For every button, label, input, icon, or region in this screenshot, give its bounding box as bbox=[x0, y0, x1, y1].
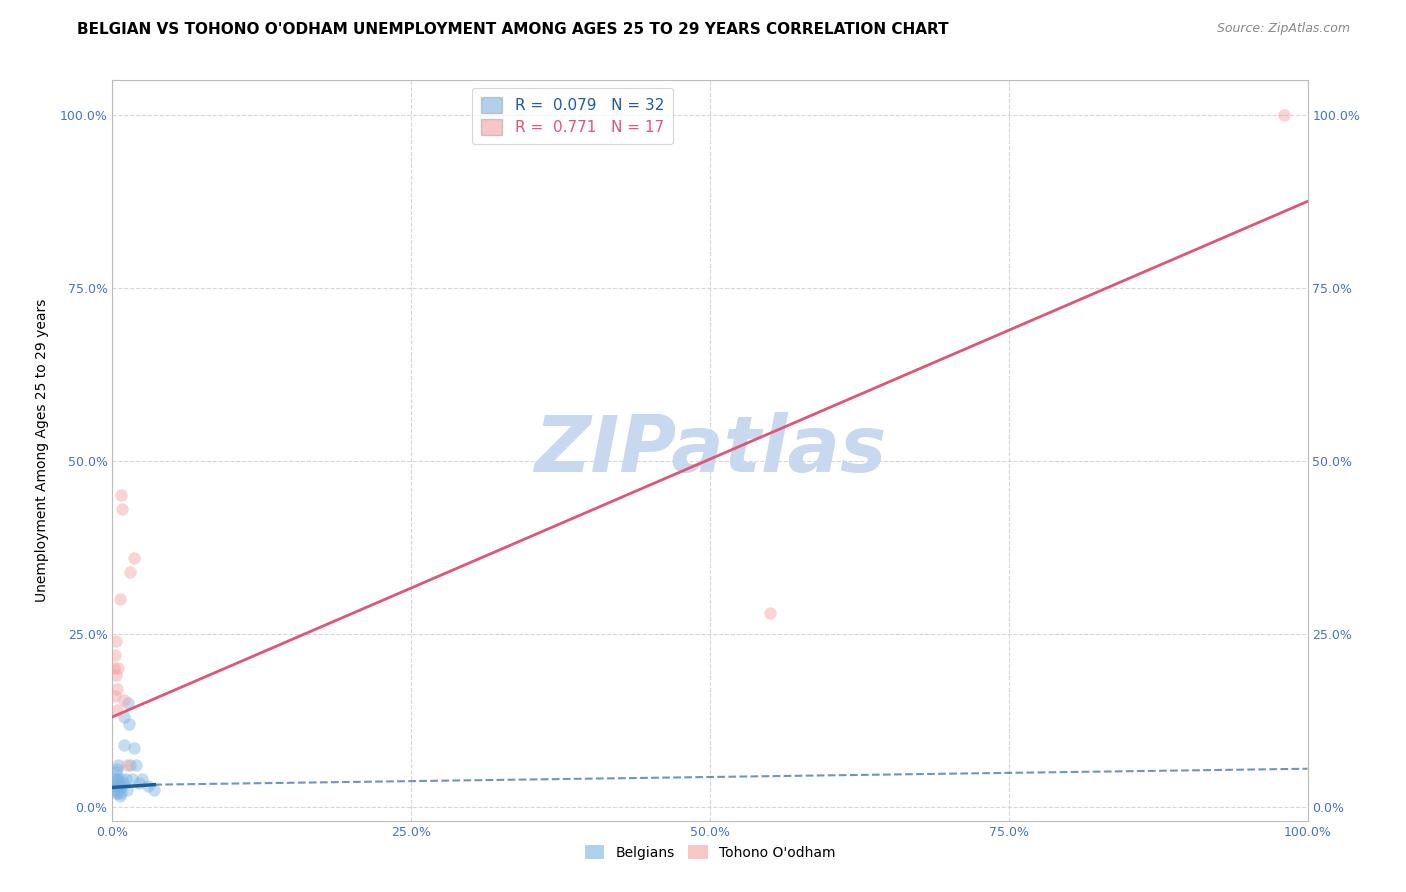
Point bbox=[105, 762, 128, 776]
Point bbox=[122, 550, 145, 565]
Point bbox=[125, 758, 148, 772]
Text: Source: ZipAtlas.com: Source: ZipAtlas.com bbox=[1216, 22, 1350, 36]
Point bbox=[104, 782, 127, 797]
Point bbox=[103, 775, 125, 789]
Y-axis label: Unemployment Among Ages 25 to 29 years: Unemployment Among Ages 25 to 29 years bbox=[35, 299, 49, 602]
Point bbox=[105, 682, 128, 697]
Point bbox=[114, 772, 136, 786]
Point bbox=[105, 779, 128, 793]
Point bbox=[105, 772, 128, 786]
Point bbox=[1272, 108, 1295, 122]
Point bbox=[112, 775, 135, 789]
Point bbox=[103, 661, 125, 675]
Point bbox=[107, 772, 129, 786]
Point bbox=[105, 633, 128, 648]
Point bbox=[110, 786, 132, 800]
Point bbox=[143, 782, 166, 797]
Point bbox=[105, 786, 128, 800]
Point bbox=[122, 741, 145, 756]
Point bbox=[115, 782, 138, 797]
Point bbox=[108, 592, 131, 607]
Point bbox=[110, 488, 132, 502]
Point bbox=[111, 502, 134, 516]
Point bbox=[115, 758, 138, 772]
Point bbox=[131, 772, 153, 786]
Point bbox=[120, 758, 142, 772]
Point bbox=[104, 772, 127, 786]
Point bbox=[110, 772, 132, 786]
Point bbox=[107, 758, 129, 772]
Text: BELGIAN VS TOHONO O'ODHAM UNEMPLOYMENT AMONG AGES 25 TO 29 YEARS CORRELATION CHA: BELGIAN VS TOHONO O'ODHAM UNEMPLOYMENT A… bbox=[77, 22, 949, 37]
Point bbox=[105, 703, 128, 717]
Point bbox=[117, 696, 139, 710]
Point bbox=[104, 648, 127, 662]
Point bbox=[108, 789, 131, 804]
Point bbox=[108, 779, 131, 793]
Point bbox=[138, 779, 160, 793]
Point bbox=[114, 710, 135, 724]
Point bbox=[118, 716, 141, 731]
Point bbox=[128, 775, 150, 789]
Point bbox=[105, 668, 128, 682]
Legend: Belgians, Tohono O'odham: Belgians, Tohono O'odham bbox=[579, 839, 841, 865]
Text: ZIPatlas: ZIPatlas bbox=[534, 412, 886, 489]
Point bbox=[111, 779, 134, 793]
Point bbox=[120, 565, 142, 579]
Point bbox=[105, 765, 128, 780]
Point bbox=[104, 689, 127, 703]
Point bbox=[114, 692, 135, 706]
Point bbox=[107, 786, 129, 800]
Point bbox=[107, 661, 129, 675]
Point bbox=[105, 779, 128, 793]
Point bbox=[121, 772, 143, 786]
Point bbox=[759, 606, 782, 620]
Point bbox=[114, 738, 135, 752]
